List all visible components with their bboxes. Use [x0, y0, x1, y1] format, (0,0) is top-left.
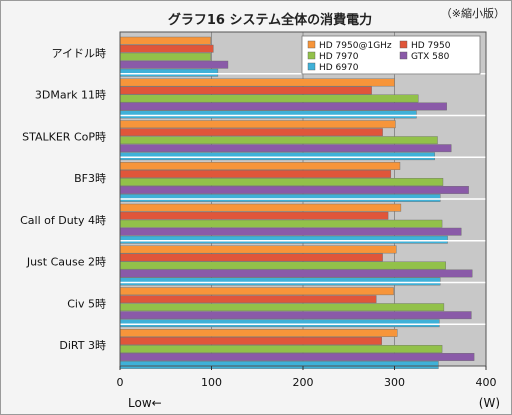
- category-label: BF3時: [74, 172, 106, 185]
- legend-swatch: [307, 62, 316, 71]
- bar-hd-6970-0: [119, 68, 219, 77]
- bar-hd-7950-1ghz-7: [119, 329, 398, 337]
- bar-hd-7950-7: [119, 337, 382, 345]
- x-tick-label: 400: [476, 376, 497, 389]
- bar-hd-7950-1ghz-6: [119, 287, 394, 296]
- legend-box: [301, 35, 481, 75]
- bar-gtx-580-6: [119, 311, 472, 320]
- category-label: Just Cause 2時: [26, 256, 106, 269]
- category-label: Call of Duty 4時: [20, 214, 106, 227]
- bar-hd-7950-1ghz-0: [119, 36, 211, 45]
- bar-hd-7950-5: [119, 253, 383, 262]
- bar-hd-7950-6: [119, 295, 377, 304]
- bar-hd-7950-1: [119, 86, 372, 95]
- chart-note: （※縮小版）: [441, 6, 505, 20]
- bar-hd-6970-4: [119, 235, 448, 244]
- chart-title: グラフ16 システム全体の消費電力: [168, 12, 372, 28]
- legend-label: HD 6970: [319, 63, 359, 73]
- legend-label: HD 7950: [411, 41, 451, 51]
- bar-hd-7970-7: [119, 345, 443, 353]
- legend-swatch: [399, 51, 408, 60]
- legend-label: HD 7950@1GHz: [319, 41, 392, 51]
- bar-hd-6970-2: [119, 152, 435, 161]
- bar-hd-7970-1: [119, 94, 419, 103]
- legend-swatch: [399, 40, 408, 49]
- bar-hd-7950-3: [119, 170, 392, 178]
- x-tick-label: 100: [201, 376, 222, 389]
- bar-hd-7970-0: [119, 52, 211, 61]
- x-tick-label: 200: [293, 376, 314, 389]
- bar-gtx-580-1: [119, 102, 447, 111]
- bar-hd-7950-4: [119, 211, 389, 220]
- bar-gtx-580-4: [119, 227, 462, 236]
- bar-gtx-580-0: [119, 60, 229, 69]
- bar-hd-7970-5: [119, 261, 446, 270]
- legend-swatch: [307, 51, 316, 60]
- category-label: 3DMark 11時: [35, 89, 106, 102]
- bar-hd-6970-7: [119, 361, 439, 369]
- bar-hd-7970-6: [119, 303, 445, 312]
- bar-hd-7970-2: [119, 136, 438, 145]
- bar-hd-7950-2: [119, 128, 383, 137]
- bar-hd-7950-0: [119, 44, 214, 53]
- bar-hd-6970-5: [119, 277, 441, 286]
- category-label: DiRT 3時: [59, 339, 106, 352]
- category-label: STALKER CoP時: [22, 130, 106, 143]
- legend-swatch: [307, 40, 316, 49]
- bar-gtx-580-5: [119, 269, 473, 278]
- bar-hd-7950-1ghz-4: [119, 203, 402, 212]
- bar-gtx-580-3: [119, 186, 469, 194]
- bar-hd-6970-6: [119, 319, 440, 328]
- legend-label: HD 7970: [319, 52, 359, 62]
- unit-label: (W): [479, 396, 500, 410]
- category-label: アイドル時: [52, 47, 106, 60]
- bar-gtx-580-7: [119, 353, 475, 361]
- low-label: Low←: [128, 396, 162, 410]
- category-label: Civ 5時: [67, 297, 106, 310]
- bar-hd-6970-1: [119, 110, 417, 119]
- legend-label: GTX 580: [411, 52, 450, 62]
- x-tick-label: 0: [117, 376, 124, 389]
- plot-area: アイドル時 3DMark 11時 STALKER CoP時 BF3時 Call of D…: [20, 31, 497, 389]
- bar-hd-7950-1ghz-3: [119, 162, 401, 170]
- x-tick-label: 300: [384, 376, 405, 389]
- bar-hd-7970-3: [119, 178, 444, 186]
- bar-hd-7950-1ghz-1: [119, 78, 395, 87]
- bar-gtx-580-2: [119, 144, 452, 153]
- bar-hd-7950-1ghz-2: [119, 120, 396, 129]
- bar-hd-6970-3: [119, 194, 441, 202]
- bar-hd-7950-1ghz-5: [119, 245, 397, 254]
- bar-hd-7970-4: [119, 219, 443, 228]
